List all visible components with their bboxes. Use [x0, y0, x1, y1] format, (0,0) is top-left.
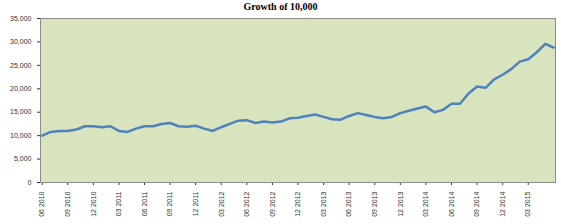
svg-text:09 2010: 09 2010	[64, 191, 71, 216]
svg-text:06 2013: 06 2013	[345, 191, 352, 216]
svg-text:06 2014: 06 2014	[448, 191, 455, 216]
svg-text:0: 0	[28, 179, 32, 186]
svg-text:06 2012: 06 2012	[243, 191, 250, 216]
svg-text:25,000: 25,000	[10, 62, 32, 69]
svg-text:09 2011: 09 2011	[166, 191, 173, 216]
svg-text:09 2012: 09 2012	[269, 191, 276, 216]
svg-text:03 2013: 03 2013	[320, 191, 327, 216]
svg-text:12 2013: 12 2013	[397, 191, 404, 216]
svg-text:5,000: 5,000	[14, 155, 32, 162]
svg-text:35,000: 35,000	[10, 15, 32, 22]
svg-text:15,000: 15,000	[10, 108, 32, 115]
svg-text:30,000: 30,000	[10, 38, 32, 45]
svg-text:03 2014: 03 2014	[422, 191, 429, 216]
svg-text:09 2013: 09 2013	[371, 191, 378, 216]
html-text:Growth of 10,000: Growth of 10,000	[243, 1, 318, 12]
svg-text:20,000: 20,000	[10, 85, 32, 92]
svg-text:03 2012: 03 2012	[218, 191, 225, 216]
svg-text:03 2011: 03 2011	[115, 191, 122, 216]
svg-text:03 2015: 03 2015	[524, 191, 531, 216]
svg-text:06 2011: 06 2011	[141, 191, 148, 216]
svg-text:12 2012: 12 2012	[294, 191, 301, 216]
svg-text:12 2011: 12 2011	[192, 191, 199, 216]
svg-text:10,000: 10,000	[10, 132, 32, 139]
svg-text:06 2010: 06 2010	[38, 191, 45, 216]
svg-text:12 2010: 12 2010	[90, 191, 97, 216]
svg-text:12 2014: 12 2014	[499, 191, 506, 216]
svg-text:09 2014: 09 2014	[473, 191, 480, 216]
